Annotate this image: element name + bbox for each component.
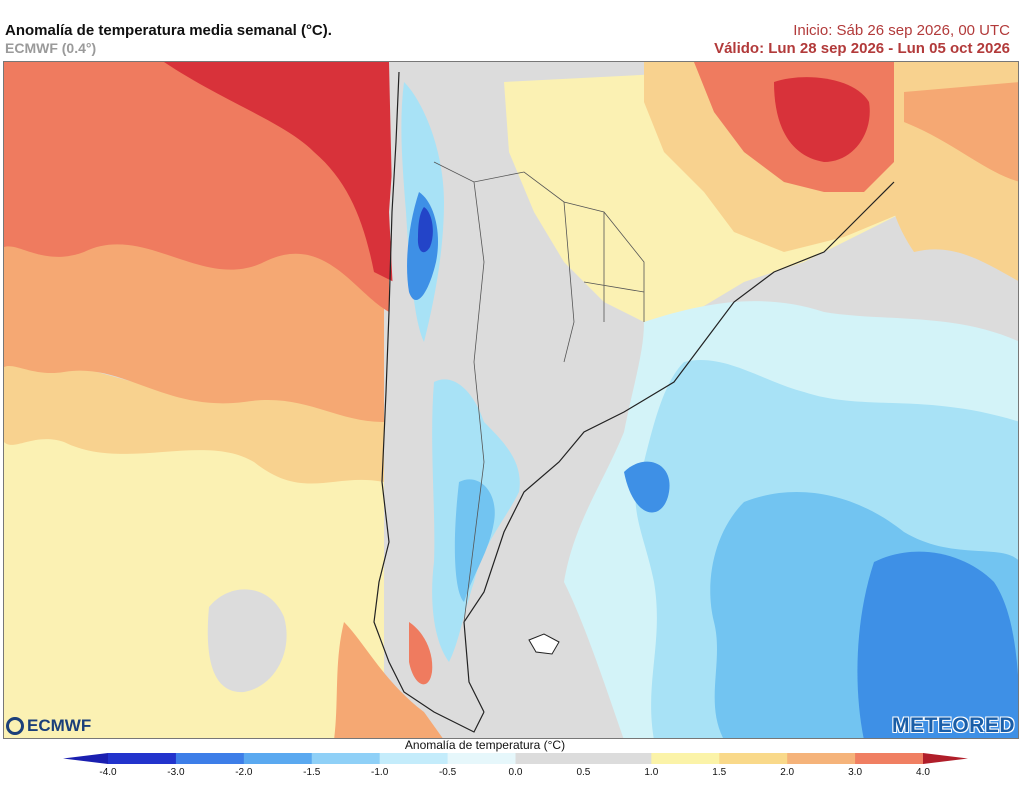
colorbar-segment <box>583 753 652 764</box>
ecmwf-swirl-icon <box>6 717 24 735</box>
colorbar-segment <box>379 753 449 764</box>
atlantic-strong-cool <box>857 551 1018 738</box>
colorbar-segment <box>243 753 313 764</box>
falkland-islands <box>528 633 560 655</box>
colorbar-tick-label: -3.0 <box>167 767 185 778</box>
patagonia-mild-cool <box>454 479 495 602</box>
colorbar-segment <box>447 753 516 764</box>
south-chile-warm <box>409 622 433 685</box>
country-borders <box>433 161 645 623</box>
atlantic-cool-patch <box>624 461 670 513</box>
colorbar-tick-label: 2.0 <box>780 767 795 778</box>
pacific-neutral-patch <box>207 589 287 693</box>
coastline <box>373 71 895 733</box>
andes-very-cool <box>417 207 433 253</box>
valid-period: Válido: Lun 28 sep 2026 - Lun 05 oct 202… <box>714 40 1010 57</box>
ecmwf-logo: ECMWF <box>6 716 91 736</box>
colorbar-tick-label: -0.5 <box>438 767 457 778</box>
map-canvas <box>4 62 1018 738</box>
colorbar-title: Anomalía de temperatura (°C) <box>404 738 566 752</box>
init-time: Inicio: Sáb 26 sep 2026, 00 UTC <box>793 22 1010 39</box>
colorbar-tick-label: 4.0 <box>916 767 930 778</box>
map-title: Anomalía de temperatura media semanal (°… <box>5 22 332 39</box>
anomaly-map <box>3 61 1019 739</box>
pacific-slight-warm <box>4 360 384 484</box>
colorbar-tick-label: 3.0 <box>848 767 863 778</box>
colorbar-tick-label: -4.0 <box>99 767 117 778</box>
colorbar-over-arrow <box>923 753 968 764</box>
colorbar-segment <box>108 753 177 764</box>
atlantic-ne-warm <box>904 82 1018 182</box>
colorbar-segment <box>855 753 924 764</box>
colorbar-tick-label: -2.0 <box>235 767 253 778</box>
meteored-logo: METEORED <box>891 714 1015 737</box>
atlantic-neutral-south <box>472 604 595 738</box>
model-label: ECMWF (0.4°) <box>5 40 97 56</box>
colorbar-segment <box>515 753 584 764</box>
ecmwf-logo-text: ECMWF <box>27 716 92 735</box>
colorbar-segment <box>175 753 245 764</box>
coastal-strong-warm <box>164 62 394 282</box>
colorbar-segment <box>651 753 720 764</box>
colorbar-tick-label: -1.5 <box>303 767 321 778</box>
colorbar-tick-label: 1.0 <box>644 767 659 778</box>
colorbar-under-arrow <box>63 753 108 764</box>
colorbar-tick-label: 0.5 <box>576 767 591 778</box>
colorbar-tick-label: 1.5 <box>712 767 727 778</box>
colorbar-segment <box>787 753 856 764</box>
brazil-strong-warm <box>774 77 870 162</box>
colorbar <box>63 753 968 764</box>
colorbar-tick-label: -1.0 <box>371 767 389 778</box>
colorbar-segment <box>719 753 788 764</box>
colorbar-segment <box>311 753 381 764</box>
south-pacific-warm <box>334 622 443 738</box>
colorbar-tick-label: 0.0 <box>508 767 523 778</box>
